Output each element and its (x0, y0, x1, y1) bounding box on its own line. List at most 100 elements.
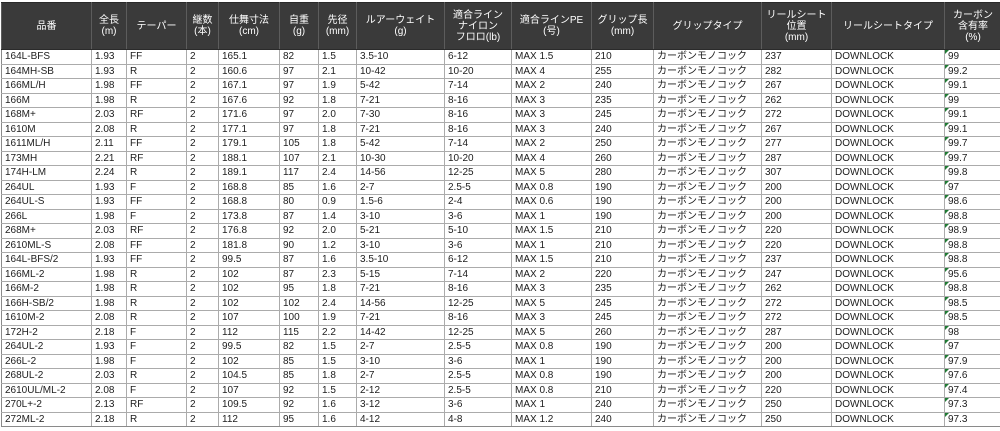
cell-line-nylon-fluoro[interactable]: 5-10 (444, 223, 512, 239)
cell-lure-weight[interactable]: 3-10 (356, 353, 445, 369)
cell-reelseat-type[interactable]: DOWNLOCK (831, 368, 945, 384)
cell-grip-type[interactable]: カーボンモノコック (653, 121, 762, 137)
cell-closed-length[interactable]: 168.8 (218, 179, 280, 195)
cell-grip-length[interactable]: 260 (591, 324, 654, 340)
cell-line-nylon-fluoro[interactable]: 10-20 (444, 150, 512, 166)
cell-tip-diameter[interactable]: 2.1 (318, 150, 357, 166)
cell-line-pe[interactable]: MAX 0.6 (511, 194, 592, 210)
cell-closed-length[interactable]: 112 (218, 411, 280, 427)
cell-pieces[interactable]: 2 (186, 136, 219, 152)
cell-lure-weight[interactable]: 14-56 (356, 165, 445, 181)
cell-reelseat-position[interactable]: 237 (761, 49, 832, 65)
cell-grip-type[interactable]: カーボンモノコック (653, 397, 762, 413)
cell-closed-length[interactable]: 107 (218, 310, 280, 326)
cell-reelseat-position[interactable]: 200 (761, 353, 832, 369)
cell-reelseat-position[interactable]: 200 (761, 179, 832, 195)
cell-model[interactable]: 166ML/H (1, 78, 92, 94)
cell-line-nylon-fluoro[interactable]: 2.5-5 (444, 368, 512, 384)
cell-length[interactable]: 1.98 (91, 78, 127, 94)
cell-model[interactable]: 266L-2 (1, 353, 92, 369)
cell-closed-length[interactable]: 102 (218, 281, 280, 297)
cell-pieces[interactable]: 2 (186, 339, 219, 355)
cell-carbon-content[interactable]: 99.1 (944, 107, 1000, 123)
cell-model[interactable]: 270L+-2 (1, 397, 92, 413)
cell-grip-length[interactable]: 190 (591, 179, 654, 195)
cell-weight[interactable]: 95 (279, 411, 319, 427)
cell-grip-type[interactable]: カーボンモノコック (653, 310, 762, 326)
cell-lure-weight[interactable]: 3.5-10 (356, 252, 445, 268)
cell-lure-weight[interactable]: 3-10 (356, 208, 445, 224)
cell-reelseat-position[interactable]: 250 (761, 397, 832, 413)
cell-reelseat-type[interactable]: DOWNLOCK (831, 194, 945, 210)
cell-reelseat-position[interactable]: 200 (761, 339, 832, 355)
cell-line-nylon-fluoro[interactable]: 3-6 (444, 353, 512, 369)
cell-taper[interactable]: RF (126, 223, 187, 239)
cell-tip-diameter[interactable]: 1.8 (318, 92, 357, 108)
cell-tip-diameter[interactable]: 1.6 (318, 252, 357, 268)
cell-tip-diameter[interactable]: 1.6 (318, 411, 357, 427)
cell-grip-length[interactable]: 190 (591, 208, 654, 224)
cell-pieces[interactable]: 2 (186, 121, 219, 137)
cell-pieces[interactable]: 2 (186, 295, 219, 311)
cell-model[interactable]: 2610ML-S (1, 237, 92, 253)
cell-carbon-content[interactable]: 98.8 (944, 208, 1000, 224)
cell-grip-length[interactable]: 235 (591, 92, 654, 108)
cell-reelseat-position[interactable]: 220 (761, 237, 832, 253)
cell-lure-weight[interactable]: 3-10 (356, 237, 445, 253)
cell-taper[interactable]: R (126, 121, 187, 137)
cell-taper[interactable]: R (126, 281, 187, 297)
cell-line-nylon-fluoro[interactable]: 4-8 (444, 411, 512, 427)
cell-lure-weight[interactable]: 7-21 (356, 281, 445, 297)
cell-carbon-content[interactable]: 98.6 (944, 194, 1000, 210)
cell-grip-length[interactable]: 190 (591, 339, 654, 355)
cell-pieces[interactable]: 2 (186, 281, 219, 297)
cell-grip-length[interactable]: 235 (591, 281, 654, 297)
cell-weight[interactable]: 102 (279, 295, 319, 311)
cell-taper[interactable]: RF (126, 397, 187, 413)
cell-line-pe[interactable]: MAX 3 (511, 107, 592, 123)
cell-closed-length[interactable]: 102 (218, 266, 280, 282)
cell-weight[interactable]: 100 (279, 310, 319, 326)
cell-weight[interactable]: 92 (279, 223, 319, 239)
cell-grip-type[interactable]: カーボンモノコック (653, 150, 762, 166)
cell-lure-weight[interactable]: 5-21 (356, 223, 445, 239)
cell-carbon-content[interactable]: 97.3 (944, 397, 1000, 413)
cell-taper[interactable]: FF (126, 194, 187, 210)
cell-weight[interactable]: 95 (279, 281, 319, 297)
cell-model[interactable]: 268UL-2 (1, 368, 92, 384)
cell-grip-type[interactable]: カーボンモノコック (653, 78, 762, 94)
cell-reelseat-type[interactable]: DOWNLOCK (831, 63, 945, 79)
cell-model[interactable]: 166H-SB/2 (1, 295, 92, 311)
cell-pieces[interactable]: 2 (186, 310, 219, 326)
cell-grip-type[interactable]: カーボンモノコック (653, 353, 762, 369)
cell-taper[interactable]: R (126, 266, 187, 282)
cell-model[interactable]: 166M (1, 92, 92, 108)
cell-model[interactable]: 166ML-2 (1, 266, 92, 282)
cell-grip-type[interactable]: カーボンモノコック (653, 382, 762, 398)
cell-grip-type[interactable]: カーボンモノコック (653, 179, 762, 195)
cell-reelseat-position[interactable]: 287 (761, 150, 832, 166)
cell-closed-length[interactable]: 102 (218, 353, 280, 369)
cell-grip-type[interactable]: カーボンモノコック (653, 136, 762, 152)
cell-lure-weight[interactable]: 14-42 (356, 324, 445, 340)
cell-grip-length[interactable]: 250 (591, 136, 654, 152)
cell-line-nylon-fluoro[interactable]: 7-14 (444, 78, 512, 94)
cell-weight[interactable]: 97 (279, 78, 319, 94)
cell-line-pe[interactable]: MAX 5 (511, 324, 592, 340)
cell-reelseat-type[interactable]: DOWNLOCK (831, 397, 945, 413)
cell-line-pe[interactable]: MAX 1 (511, 237, 592, 253)
cell-tip-diameter[interactable]: 1.5 (318, 49, 357, 65)
cell-pieces[interactable]: 2 (186, 324, 219, 340)
cell-length[interactable]: 2.18 (91, 324, 127, 340)
cell-length[interactable]: 2.03 (91, 368, 127, 384)
cell-closed-length[interactable]: 167.6 (218, 92, 280, 108)
cell-pieces[interactable]: 2 (186, 49, 219, 65)
cell-grip-length[interactable]: 210 (591, 223, 654, 239)
cell-carbon-content[interactable]: 97.6 (944, 368, 1000, 384)
cell-grip-length[interactable]: 245 (591, 295, 654, 311)
cell-tip-diameter[interactable]: 2.0 (318, 107, 357, 123)
cell-reelseat-type[interactable]: DOWNLOCK (831, 92, 945, 108)
cell-length[interactable]: 1.98 (91, 266, 127, 282)
cell-line-nylon-fluoro[interactable]: 6-12 (444, 49, 512, 65)
cell-carbon-content[interactable]: 97.9 (944, 353, 1000, 369)
